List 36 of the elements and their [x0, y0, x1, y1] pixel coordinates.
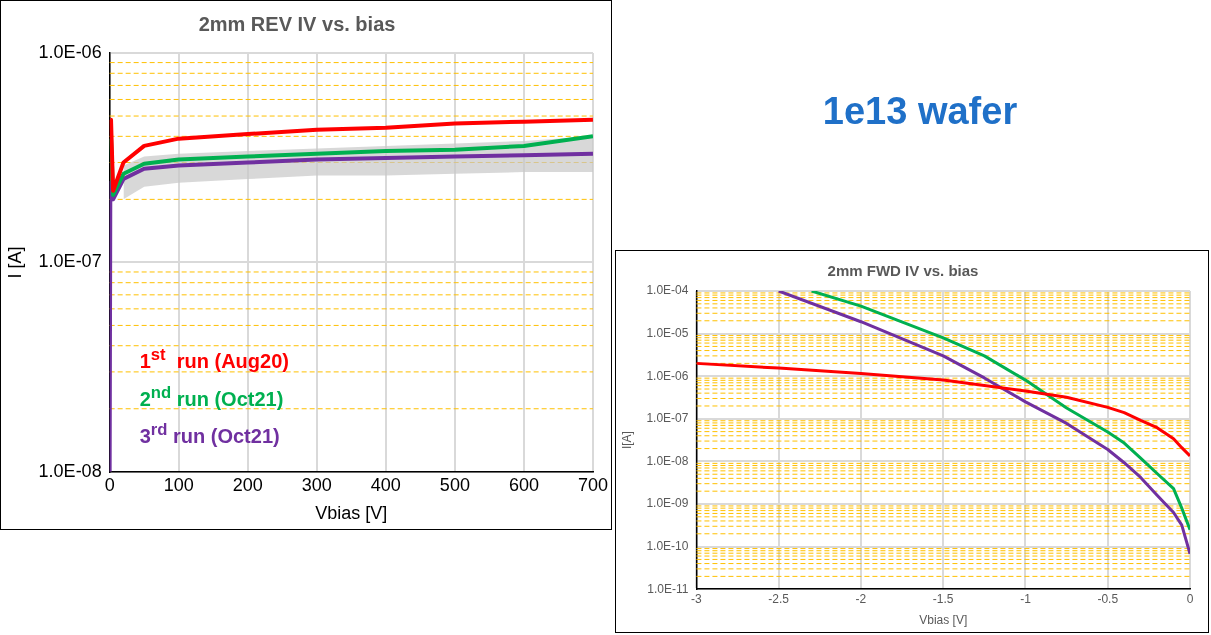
x-tick-label: -2.5 [768, 591, 790, 606]
x-tick-label: -0.5 [1097, 591, 1119, 606]
x-tick-label: 0 [1186, 591, 1194, 606]
y-axis-title: I[A] [619, 431, 634, 450]
y-tick-label: 1.0E-11 [647, 581, 689, 596]
x-tick-label: -3 [691, 591, 703, 606]
x-tick-label: 500 [439, 474, 470, 495]
y-tick-label: 1.0E-05 [646, 325, 689, 340]
y-tick-label: 1.0E-06 [38, 41, 102, 62]
text: 1e13 wafer [821, 90, 1019, 133]
x-tick-label: -2 [855, 591, 867, 606]
chart-title: 2mm REV IV vs. bias [198, 12, 396, 35]
text: 2$^{nd}$ run (Oct21) [139, 381, 285, 412]
y-tick-label: 1.0E-07 [646, 411, 689, 426]
y-tick-label: 1.0E-07 [38, 251, 102, 272]
x-tick-label: 200 [232, 474, 263, 495]
chart-title: 2mm FWD IV vs. bias [827, 262, 979, 280]
y-tick-label: 1.0E-06 [646, 368, 689, 383]
x-axis-title: Vbias [V] [919, 613, 968, 628]
x-axis-title: Vbias [V] [315, 503, 388, 524]
x-tick-label: 400 [370, 474, 401, 495]
x-tick-label: -1 [1020, 591, 1032, 606]
text: 1$^{st}$ run (Aug20) [139, 343, 289, 374]
x-tick-label: 700 [577, 474, 609, 495]
y-tick-label: 1.0E-09 [646, 496, 689, 511]
x-tick-label: 300 [301, 474, 332, 495]
y-tick-label: 1.0E-08 [646, 453, 689, 468]
x-tick-label: -1.5 [932, 591, 954, 606]
series-label: 3$^{rd}$ run (Oct21) [139, 419, 281, 449]
y-tick-label: 1.0E-04 [646, 283, 689, 298]
y-axis-title: I [A] [4, 246, 25, 279]
y-tick-label: 1.0E-10 [646, 538, 689, 553]
x-tick-label: 600 [508, 474, 539, 495]
x-tick-label: 0 [104, 474, 115, 495]
y-tick-label: 1.0E-08 [38, 460, 102, 481]
x-tick-label: 100 [163, 474, 194, 495]
